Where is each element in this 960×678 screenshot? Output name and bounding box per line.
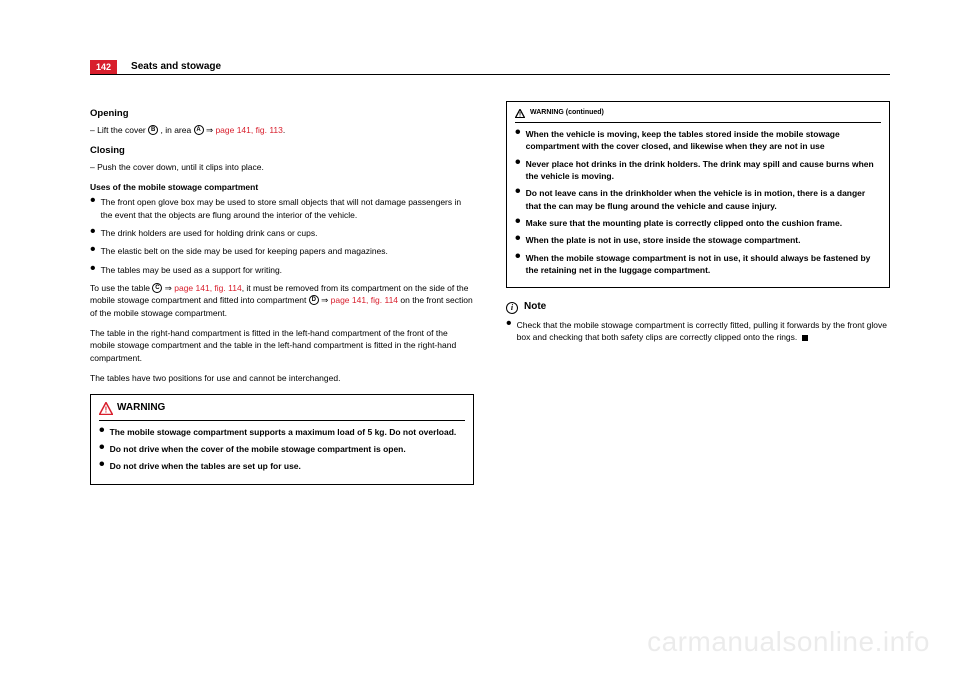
bullet-icon: • (90, 227, 96, 237)
warning-box: ! WARNING • The mobile stowage compartme… (90, 394, 474, 484)
list-item: • The mobile stowage compartment support… (99, 426, 465, 438)
list-item: • Check that the mobile stowage compartm… (506, 319, 890, 344)
bullet-text: Never place hot drinks in the drink hold… (526, 158, 881, 183)
bullet-icon: • (99, 426, 105, 436)
list-item: • When the vehicle is moving, keep the t… (515, 128, 881, 153)
warning-continued-title: WARNING (continued) (530, 108, 604, 118)
paragraph-table-use: To use the table C ⇒ page 141, fig. 114,… (90, 282, 474, 319)
bullet-icon: • (515, 187, 521, 197)
bullet-icon: • (90, 196, 96, 206)
list-item: • When the mobile stowage compartment is… (515, 252, 881, 277)
warning-continued-box: ! WARNING (continued) • When the vehicle… (506, 101, 890, 288)
warning-title: WARNING (117, 401, 165, 416)
marker-d: D (309, 295, 319, 305)
warning-triangle-icon: ! (515, 109, 525, 118)
bullet-icon: • (515, 217, 521, 227)
list-item: • The elastic belt on the side may be us… (90, 245, 474, 257)
end-of-section-icon (802, 335, 808, 341)
marker-b: B (148, 125, 158, 135)
bullet-text: Do not leave cans in the drinkholder whe… (526, 187, 881, 212)
bullet-text: Make sure that the mounting plate is cor… (526, 217, 881, 229)
warning-header: ! WARNING (99, 401, 465, 421)
heading-uses: Uses of the mobile stowage compartment (90, 181, 474, 193)
svg-text:!: ! (519, 111, 521, 117)
marker-a: A (194, 125, 204, 135)
bullet-icon: • (515, 234, 521, 244)
note-title: Note (524, 300, 546, 315)
cross-reference: page 141, fig. 114 (174, 283, 241, 293)
bullet-text: Check that the mobile stowage compartmen… (517, 319, 890, 344)
text: – Lift the cover (90, 125, 148, 135)
bullet-text: The drink holders are used for holding d… (101, 227, 474, 239)
closing-instruction: – Push the cover down, until it clips in… (90, 161, 474, 173)
text: Check that the mobile stowage compartmen… (517, 320, 887, 342)
paragraph: The table in the right-hand compartment … (90, 327, 474, 364)
note-header: i Note (506, 300, 890, 315)
cross-reference: page 141, fig. 114 (331, 295, 398, 305)
bullet-icon: • (515, 158, 521, 168)
bullet-icon: • (99, 460, 105, 470)
bullet-icon: • (90, 264, 96, 274)
bullet-text: The front open glove box may be used to … (101, 196, 474, 221)
list-item: • Do not drive when the cover of the mob… (99, 443, 465, 455)
heading-closing: Closing (90, 144, 474, 158)
text: To use the table (90, 283, 152, 293)
bullet-icon: • (515, 128, 521, 138)
text: . (283, 125, 285, 135)
text: ⇒ (321, 295, 330, 305)
bullet-icon: • (506, 319, 512, 329)
bullet-icon: • (99, 443, 105, 453)
opening-instruction: – Lift the cover B , in area A ⇒ page 14… (90, 124, 474, 136)
bullet-text: Do not drive when the cover of the mobil… (110, 443, 465, 455)
info-icon: i (506, 302, 518, 314)
bullet-text: When the plate is not in use, store insi… (526, 234, 881, 246)
watermark: carmanualsonline.info (647, 626, 930, 658)
page-number-badge: 142 (90, 60, 117, 74)
list-item: • Never place hot drinks in the drink ho… (515, 158, 881, 183)
list-item: • The front open glove box may be used t… (90, 196, 474, 221)
list-item: • The tables may be used as a support fo… (90, 264, 474, 276)
column-right: ! WARNING (continued) • When the vehicle… (506, 101, 890, 491)
list-item: • Make sure that the mounting plate is c… (515, 217, 881, 229)
paragraph: The tables have two positions for use an… (90, 372, 474, 384)
list-item: • Do not leave cans in the drinkholder w… (515, 187, 881, 212)
heading-opening: Opening (90, 107, 474, 121)
bullet-text: The tables may be used as a support for … (101, 264, 474, 276)
warning-continued-header: ! WARNING (continued) (515, 108, 881, 123)
bullet-icon: • (90, 245, 96, 255)
bullet-text: Do not drive when the tables are set up … (110, 460, 465, 472)
list-item: • Do not drive when the tables are set u… (99, 460, 465, 472)
section-title: Seats and stowage (131, 61, 221, 74)
page-header: 142 Seats and stowage (90, 60, 890, 75)
svg-text:!: ! (105, 406, 108, 415)
text: ⇒ (206, 125, 215, 135)
text: , in area (161, 125, 194, 135)
bullet-text: When the mobile stowage compartment is n… (526, 252, 881, 277)
list-item: • The drink holders are used for holding… (90, 227, 474, 239)
bullet-text: When the vehicle is moving, keep the tab… (526, 128, 881, 153)
list-item: • When the plate is not in use, store in… (515, 234, 881, 246)
warning-triangle-icon: ! (99, 402, 112, 414)
content-columns: Opening – Lift the cover B , in area A ⇒… (90, 101, 890, 491)
cross-reference: page 141, fig. 113 (215, 125, 282, 135)
bullet-text: The elastic belt on the side may be used… (101, 245, 474, 257)
bullet-text: The mobile stowage compartment supports … (110, 426, 465, 438)
text: ⇒ (165, 283, 174, 293)
marker-c: C (152, 283, 162, 293)
column-left: Opening – Lift the cover B , in area A ⇒… (90, 101, 474, 491)
bullet-icon: • (515, 252, 521, 262)
